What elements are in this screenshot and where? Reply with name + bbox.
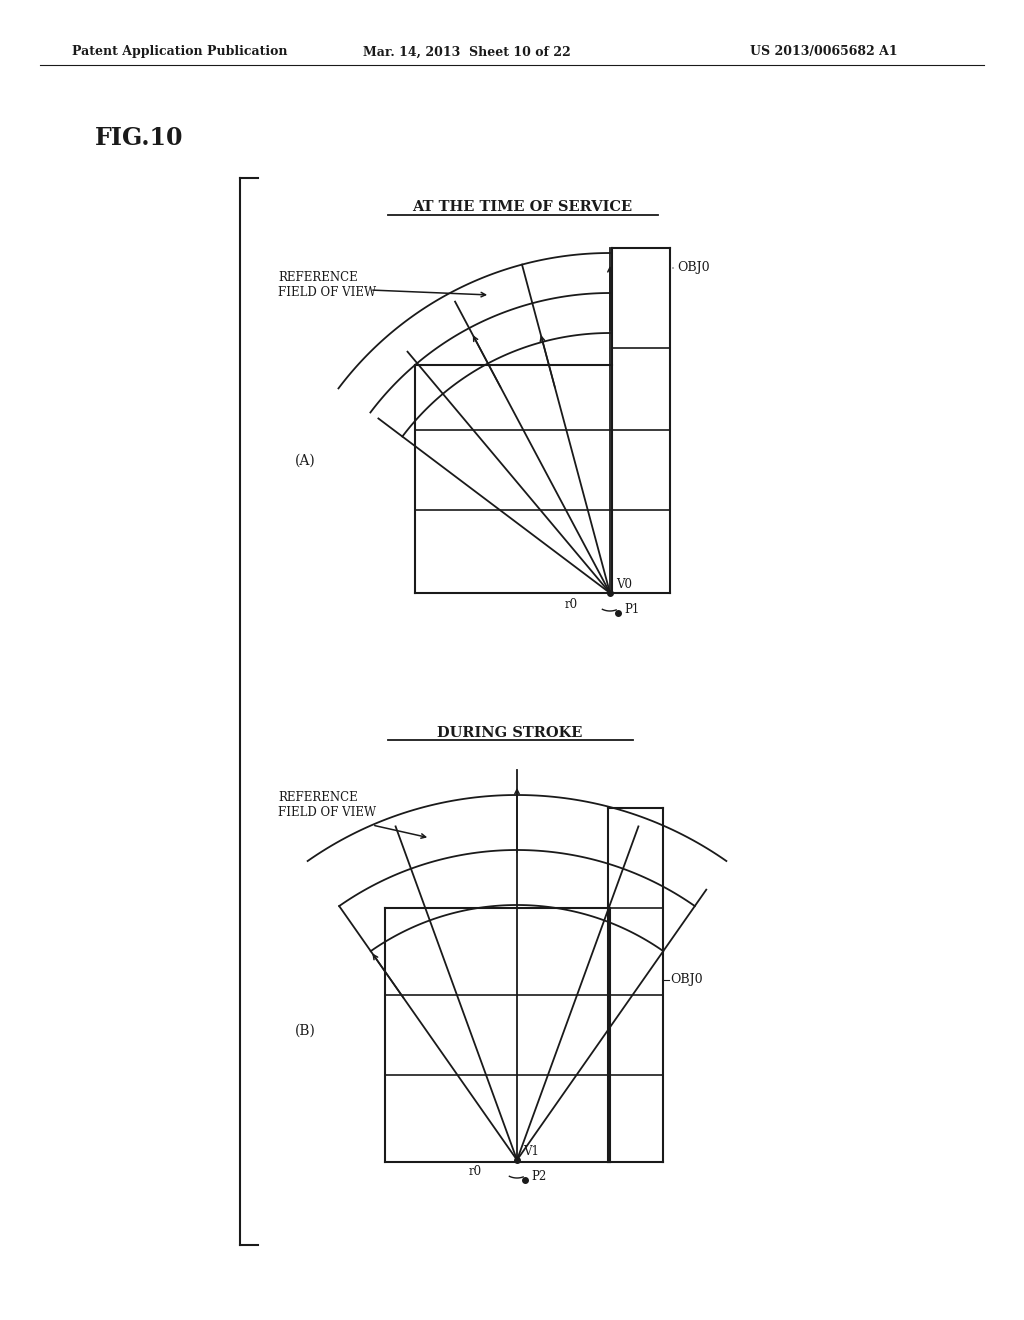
Text: P1: P1	[624, 603, 639, 616]
Text: FIG.10: FIG.10	[95, 125, 183, 150]
Text: AT THE TIME OF SERVICE: AT THE TIME OF SERVICE	[412, 201, 632, 214]
Text: OBJ0: OBJ0	[677, 261, 710, 275]
Text: US 2013/0065682 A1: US 2013/0065682 A1	[750, 45, 898, 58]
Text: REFERENCE
FIELD OF VIEW: REFERENCE FIELD OF VIEW	[278, 791, 376, 818]
Text: (A): (A)	[295, 454, 315, 469]
Text: REFERENCE
FIELD OF VIEW: REFERENCE FIELD OF VIEW	[278, 271, 376, 300]
Text: OBJ0: OBJ0	[670, 974, 702, 986]
Text: (B): (B)	[295, 1024, 315, 1038]
Text: V1: V1	[523, 1144, 539, 1158]
Text: r0: r0	[565, 598, 579, 611]
Text: DURING STROKE: DURING STROKE	[437, 726, 583, 741]
Text: P2: P2	[531, 1170, 546, 1183]
Text: Mar. 14, 2013  Sheet 10 of 22: Mar. 14, 2013 Sheet 10 of 22	[362, 45, 570, 58]
Text: Patent Application Publication: Patent Application Publication	[72, 45, 288, 58]
Text: r0: r0	[469, 1166, 482, 1177]
Text: V0: V0	[616, 578, 632, 591]
